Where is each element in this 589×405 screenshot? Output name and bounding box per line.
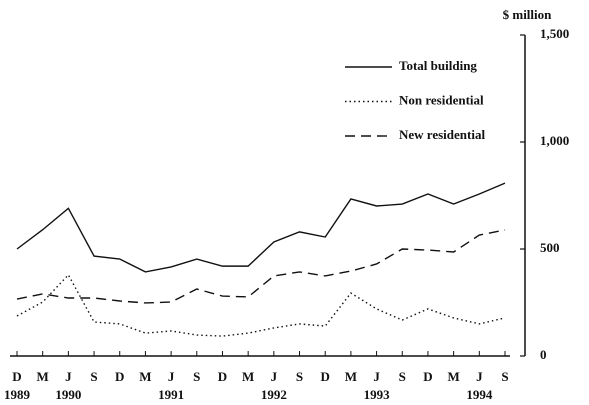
x-tick-label: M — [242, 369, 254, 384]
x-tick-label: D — [321, 369, 330, 384]
x-tick-label: S — [296, 369, 303, 384]
x-tick-label: J — [271, 369, 278, 384]
series-line — [16, 273, 506, 337]
y-tick-label: 500 — [540, 240, 560, 255]
y-tick-label: 1,000 — [540, 133, 569, 148]
x-year-label: 1989 — [4, 387, 31, 402]
y-tick-label: 1,500 — [540, 26, 569, 41]
legend-label: Non residential — [399, 92, 484, 107]
x-tick-label: M — [345, 369, 357, 384]
x-tick-label: M — [139, 369, 151, 384]
x-tick-label: J — [65, 369, 72, 384]
legend-label: Total building — [399, 58, 477, 73]
series-line — [16, 229, 506, 304]
series-line — [16, 182, 506, 273]
x-tick-label: M — [37, 369, 49, 384]
x-year-label: 1994 — [466, 387, 493, 402]
y-unit-label: $ million — [503, 7, 553, 22]
x-tick-label: S — [399, 369, 406, 384]
x-tick-label: D — [115, 369, 124, 384]
x-tick-label: M — [447, 369, 459, 384]
y-tick-label: 0 — [540, 347, 547, 362]
x-year-label: 1991 — [158, 387, 184, 402]
x-tick-label: D — [423, 369, 432, 384]
x-tick-label: J — [373, 369, 380, 384]
x-tick-label: S — [501, 369, 508, 384]
x-tick-label: S — [90, 369, 97, 384]
x-year-label: 1992 — [261, 387, 287, 402]
x-tick-label: S — [193, 369, 200, 384]
x-tick-label: D — [12, 369, 21, 384]
x-tick-label: D — [218, 369, 227, 384]
x-year-label: 1990 — [55, 387, 81, 402]
x-year-label: 1993 — [364, 387, 391, 402]
legend-label: New residential — [399, 127, 485, 142]
x-tick-label: J — [476, 369, 483, 384]
x-tick-label: J — [168, 369, 175, 384]
